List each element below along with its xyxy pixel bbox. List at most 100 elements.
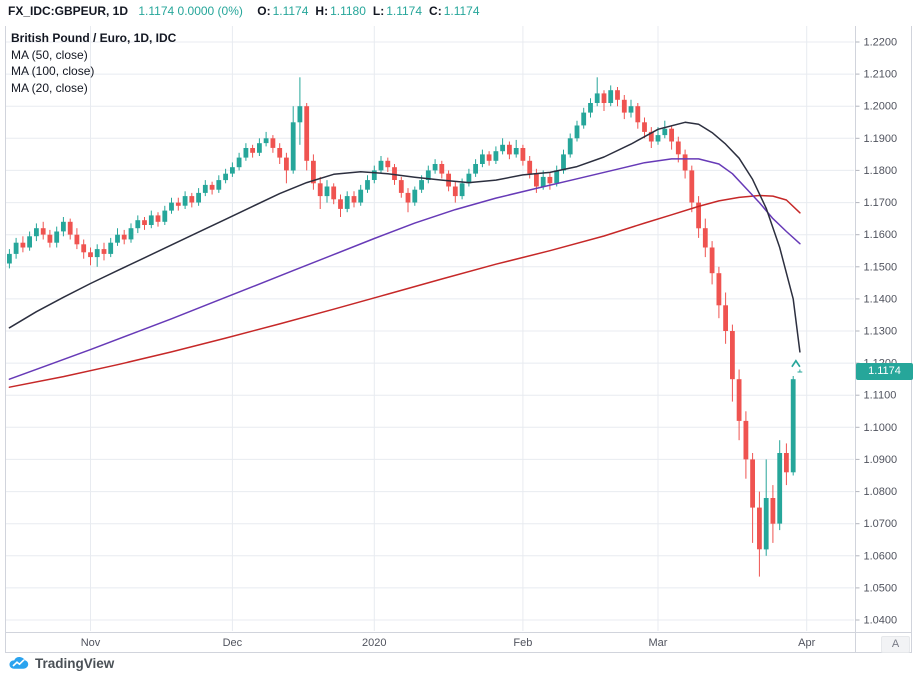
candle-down — [398, 180, 404, 193]
legend-indicator[interactable]: MA (50, close) — [11, 47, 88, 62]
candle-down — [770, 498, 776, 524]
candle-up — [574, 125, 580, 139]
candle-up — [263, 138, 269, 144]
price-axis-label: 1.1800 — [864, 165, 898, 177]
candle-down — [709, 247, 715, 274]
candle-up — [27, 236, 32, 248]
candle-down — [648, 131, 654, 142]
candle-down — [142, 220, 147, 225]
candle-down — [635, 106, 641, 123]
candle-up — [7, 253, 12, 264]
candle-down — [696, 202, 701, 229]
candle-up — [216, 180, 222, 190]
candle-down — [67, 221, 73, 235]
candle-down — [520, 148, 526, 161]
candle-up — [162, 210, 168, 222]
candle-down — [689, 170, 695, 203]
ma-line — [8, 121, 801, 353]
candle-up — [169, 202, 174, 211]
candle-down — [250, 148, 255, 153]
candle-down — [716, 273, 722, 306]
legend-symbol-title[interactable]: British Pound / Euro, 1D, IDC — [11, 31, 177, 45]
candle-up — [34, 228, 39, 237]
candle-down — [121, 234, 127, 240]
candle-down — [527, 160, 533, 174]
tradingview-logo[interactable]: TradingView — [8, 655, 114, 671]
auto-scale-button[interactable]: A — [881, 636, 910, 653]
candle-down — [101, 249, 107, 254]
candle-up — [425, 170, 431, 180]
candle-down — [682, 154, 688, 171]
ohlc-value: 1.1174 — [272, 4, 309, 18]
candle-up — [148, 215, 154, 225]
candle-up — [763, 498, 769, 550]
candle-up — [554, 170, 560, 184]
price-axis-label: 1.2000 — [864, 101, 898, 113]
candle-up — [419, 180, 424, 190]
chart-plot-area[interactable] — [6, 25, 854, 631]
candle-up — [290, 122, 296, 171]
candle-up — [365, 180, 370, 190]
price-axis-label: 1.1000 — [864, 422, 898, 434]
candle-up — [94, 249, 100, 258]
candle-down — [385, 160, 391, 168]
candle-up — [594, 93, 600, 103]
ohlc-value: 1.1174 — [386, 4, 423, 18]
candle-up — [412, 189, 418, 203]
candle-down — [621, 99, 627, 113]
candle-down — [669, 128, 674, 142]
candle-up — [196, 192, 201, 203]
candle-down — [189, 196, 195, 203]
candle-up — [500, 144, 505, 152]
price-axis-label: 1.1600 — [864, 229, 898, 241]
candle-up — [324, 186, 330, 197]
candle-up — [608, 90, 614, 103]
ohlc-values: O: 1.1174 H: 1.1180 L: 1.1174 C: 1.1174 — [250, 4, 479, 18]
candle-up — [257, 143, 262, 153]
price-axis[interactable] — [856, 25, 912, 633]
candle-up — [777, 453, 783, 524]
candle-up — [13, 242, 19, 254]
candle-up — [493, 151, 499, 161]
candle-down — [405, 192, 411, 203]
candle-down — [743, 420, 749, 460]
last-price-badge: 1.1174 — [856, 363, 913, 380]
legend-indicator[interactable]: MA (100, close) — [11, 64, 95, 78]
candle-up — [797, 371, 803, 373]
candle-down — [81, 244, 87, 253]
candle-up — [466, 173, 472, 184]
candle-down — [547, 176, 553, 184]
candle-up — [297, 106, 303, 123]
candle-up — [371, 170, 377, 180]
candle-up — [378, 160, 384, 171]
time-axis-label: Mar — [649, 637, 668, 649]
legend-indicator-list: MA (50, close) MA (100, close) MA (20, clo… — [11, 47, 176, 97]
candle-up — [182, 196, 188, 206]
price-axis-label: 1.1500 — [864, 261, 898, 273]
candle-up — [473, 164, 478, 174]
candle-down — [155, 215, 161, 222]
candle-down — [730, 331, 735, 380]
time-axis-label: 2020 — [362, 637, 386, 649]
candle-up — [135, 220, 141, 229]
ma-line — [8, 158, 801, 380]
ohlc-label: L: — [372, 4, 385, 18]
candle-down — [331, 186, 337, 200]
time-axis[interactable] — [6, 633, 912, 653]
candle-up — [202, 184, 208, 193]
price-axis-label: 1.1700 — [864, 197, 898, 209]
price-axis-label: 1.0400 — [864, 615, 898, 627]
candle-down — [507, 144, 512, 155]
legend-indicator[interactable]: MA (20, close) — [11, 80, 88, 95]
candle-down — [351, 196, 357, 203]
candle-up — [236, 157, 242, 168]
symbol-info-bar: FX_IDC:GBPEUR, 1D 1.1174 0.0000 (0%) O: 1… — [0, 0, 913, 26]
candle-down — [338, 199, 343, 209]
candle-down — [702, 228, 708, 248]
candle-down — [20, 242, 26, 248]
candle-up — [223, 173, 228, 181]
candle-down — [88, 252, 93, 258]
candle-up — [432, 164, 438, 171]
